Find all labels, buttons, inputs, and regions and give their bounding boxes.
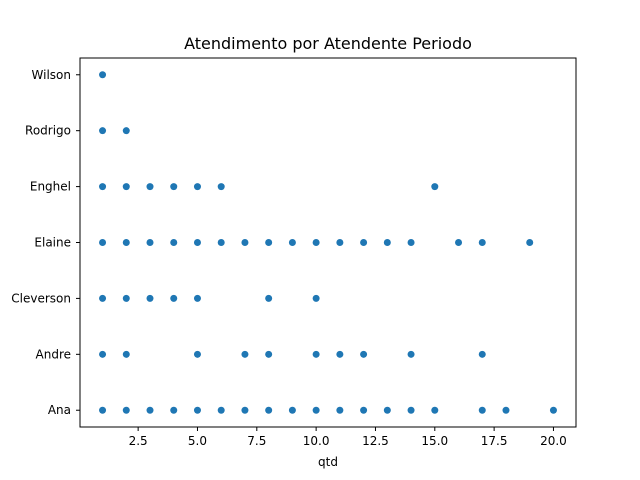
chart-title: Atendimento por Atendente Periodo <box>184 34 472 53</box>
x-tick-label: 20.0 <box>540 434 567 448</box>
y-tick-label-andre: Andre <box>36 347 71 361</box>
data-point <box>383 239 391 246</box>
data-point <box>502 406 510 414</box>
data-point <box>478 350 486 358</box>
data-point <box>241 239 249 246</box>
data-point <box>407 350 415 358</box>
data-point <box>312 294 320 302</box>
data-point <box>265 239 273 246</box>
data-point <box>193 183 201 191</box>
data-point <box>241 406 249 414</box>
data-point <box>336 406 344 414</box>
data-point <box>99 239 107 246</box>
x-axis-title: qtd <box>318 455 338 469</box>
data-point <box>193 350 201 358</box>
data-point <box>407 239 415 246</box>
x-axis: 2.5 5.0 7.5 10.0 12.5 15.0 17.5 20.0 <box>129 427 567 448</box>
data-point <box>99 294 107 302</box>
data-point <box>312 350 320 358</box>
data-point <box>99 350 107 358</box>
plot-frame <box>79 57 577 428</box>
data-point <box>478 239 486 246</box>
data-point <box>99 127 107 135</box>
data-point <box>217 183 225 191</box>
data-point <box>526 239 534 246</box>
data-point <box>407 406 415 414</box>
data-point <box>431 183 439 191</box>
y-tick-label-ana: Ana <box>48 403 71 417</box>
y-tick-label-rodrigo: Rodrigo <box>25 124 71 138</box>
y-tick-label-elaine: Elaine <box>34 236 71 250</box>
data-point <box>383 406 391 414</box>
x-tick-label: 12.5 <box>362 434 389 448</box>
data-point <box>146 406 154 414</box>
data-point <box>122 239 130 246</box>
data-point <box>241 350 249 358</box>
data-point <box>288 239 296 246</box>
data-point <box>170 294 178 302</box>
data-point <box>360 239 368 246</box>
data-point <box>146 183 154 191</box>
data-point <box>265 294 273 302</box>
y-tick-label-cleverson: Cleverson <box>11 291 71 305</box>
x-tick-label: 5.0 <box>188 434 207 448</box>
data-point <box>312 239 320 246</box>
x-tick-label: 15.0 <box>421 434 448 448</box>
x-tick-label: 7.5 <box>247 434 266 448</box>
data-point <box>122 127 130 135</box>
y-tick-label-wilson: Wilson <box>32 68 71 82</box>
x-tick-label: 2.5 <box>129 434 148 448</box>
x-tick-label: 10.0 <box>303 434 330 448</box>
y-tick-label-enghel: Enghel <box>30 180 71 194</box>
y-axis: Ana Andre Cleverson Elaine Enghel Rodrigo Wils… <box>11 68 80 417</box>
data-point <box>122 406 130 414</box>
data-point <box>99 183 107 191</box>
data-point <box>360 350 368 358</box>
data-point <box>360 406 368 414</box>
data-point <box>122 350 130 358</box>
data-point <box>146 294 154 302</box>
data-point <box>193 294 201 302</box>
chart-marks <box>99 71 557 414</box>
data-point <box>170 183 178 191</box>
data-point <box>265 406 273 414</box>
data-point <box>146 239 154 246</box>
data-point <box>217 406 225 414</box>
data-point <box>99 406 107 414</box>
x-tick-label: 17.5 <box>481 434 508 448</box>
data-point <box>217 239 225 246</box>
data-point <box>312 406 320 414</box>
data-point <box>193 239 201 246</box>
data-point <box>170 239 178 246</box>
data-point <box>431 406 439 414</box>
data-point <box>122 183 130 191</box>
data-point <box>265 350 273 358</box>
data-point <box>549 406 557 414</box>
data-point <box>170 406 178 414</box>
data-point <box>122 294 130 302</box>
data-point <box>336 350 344 358</box>
data-point <box>99 71 107 79</box>
data-point <box>288 406 296 414</box>
data-point <box>193 406 201 414</box>
data-point <box>455 239 463 246</box>
data-point <box>336 239 344 246</box>
data-point <box>478 406 486 414</box>
